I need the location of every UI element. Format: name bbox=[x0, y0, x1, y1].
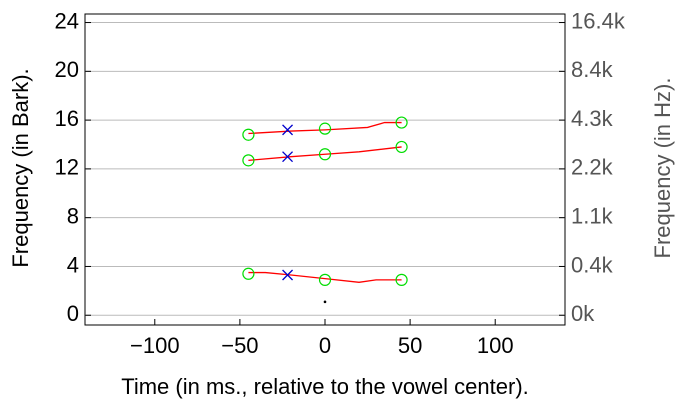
y2-tick-label: 8.4k bbox=[571, 57, 614, 82]
x-tick-label: 100 bbox=[477, 333, 514, 358]
cross-marker bbox=[282, 124, 294, 136]
circle-marker bbox=[395, 116, 408, 129]
y2-tick-label: 0k bbox=[571, 301, 595, 326]
cross-marker bbox=[282, 151, 294, 163]
cross-marker bbox=[282, 269, 294, 281]
circle-marker bbox=[318, 148, 332, 161]
y-tick-label: 24 bbox=[55, 8, 79, 33]
circle-marker bbox=[318, 273, 332, 286]
y-tick-label: 12 bbox=[55, 155, 79, 180]
y-axis-label: Frequency (in Bark). bbox=[8, 68, 33, 267]
circle-marker bbox=[318, 122, 332, 135]
circle-marker bbox=[242, 267, 255, 280]
x-tick-label: 0 bbox=[319, 333, 331, 358]
dot-marker bbox=[323, 300, 327, 304]
y2-tick-label: 0.4k bbox=[571, 252, 614, 277]
x-tick-label: 50 bbox=[398, 333, 422, 358]
y-tick-label: 20 bbox=[55, 57, 79, 82]
y-tick-label: 4 bbox=[67, 252, 79, 277]
y-tick-label: 8 bbox=[67, 203, 79, 228]
formant-line bbox=[248, 146, 402, 162]
y2-tick-label: 1.1k bbox=[571, 203, 614, 228]
y2-axis-label: Frequency (in Hz). bbox=[650, 78, 675, 259]
y2-tick-label: 2.2k bbox=[571, 155, 614, 180]
x-axis-label: Time (in ms., relative to the vowel cent… bbox=[121, 374, 529, 399]
formant-line bbox=[248, 271, 402, 283]
y2-tick-label: 16.4k bbox=[571, 8, 626, 33]
circle-marker bbox=[242, 154, 255, 167]
formant-line bbox=[248, 121, 402, 135]
circle-marker bbox=[395, 273, 408, 286]
y-tick-label: 0 bbox=[67, 301, 79, 326]
circle-marker bbox=[395, 140, 408, 154]
x-tick-label: −100 bbox=[130, 333, 180, 358]
y2-tick-label: 4.3k bbox=[571, 106, 614, 131]
x-tick-label: −50 bbox=[221, 333, 258, 358]
circle-marker bbox=[242, 128, 255, 141]
y-tick-label: 16 bbox=[55, 106, 79, 131]
